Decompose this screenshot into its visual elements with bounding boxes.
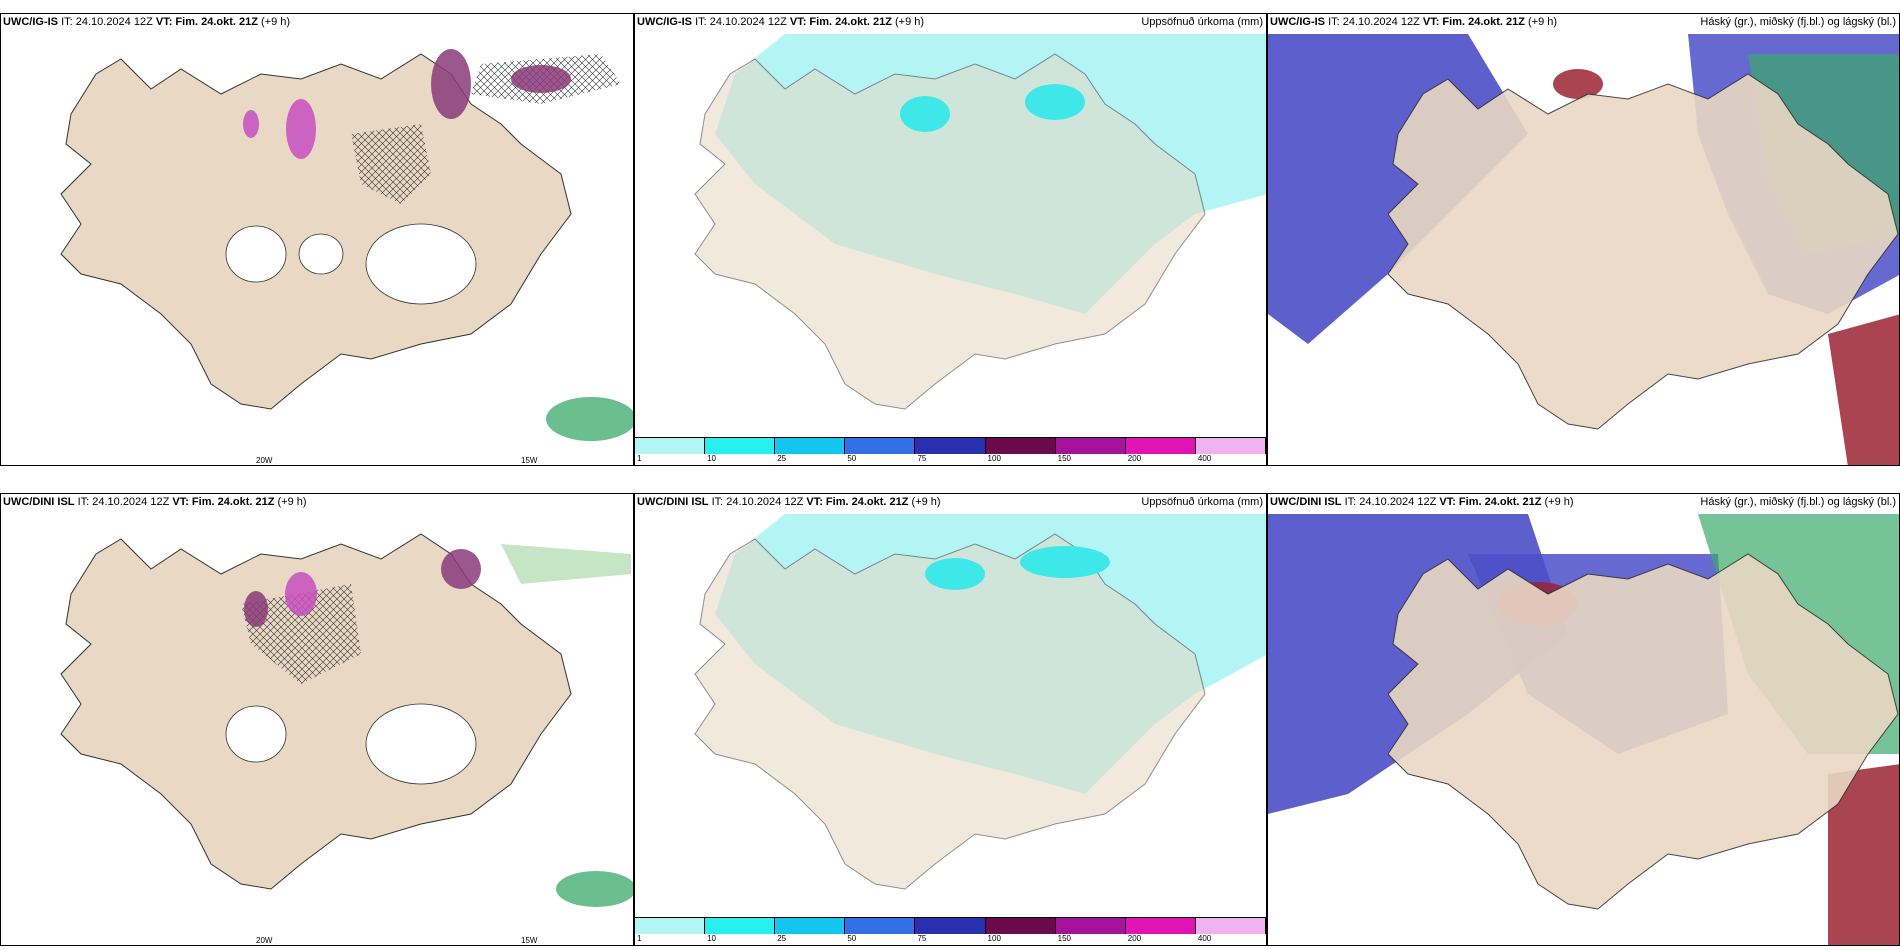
- panel-top-right: UWC/IG-IS IT: 24.10.2024 12Z VT: Fim. 24…: [1267, 13, 1900, 466]
- legend-swatch: [845, 438, 916, 454]
- lon-label-20w: 20W: [256, 936, 273, 945]
- panel-subtitle: Uppsöfnuð úrkoma (mm): [1141, 16, 1263, 28]
- panel-header: UWC/IG-IS IT: 24.10.2024 12Z VT: Fim. 24…: [637, 16, 925, 28]
- cloud-map: [1268, 34, 1899, 465]
- precip-map: [694, 34, 1266, 410]
- legend-tick-label: 10: [707, 454, 717, 463]
- lon-label-20w: 20W: [256, 456, 273, 465]
- legend-tick-label: 75: [917, 454, 927, 463]
- panel-subtitle: Uppsöfnuð úrkoma (mm): [1141, 496, 1263, 508]
- legend-tick-label: 25: [777, 454, 787, 463]
- legend-ticks: 1 10 25 50 75 100 150 200 400: [635, 454, 1266, 464]
- legend-swatch: [705, 438, 776, 454]
- legend-tick-label: 100: [987, 934, 1001, 943]
- legend-tick-label: 75: [917, 934, 927, 943]
- panel-top-middle: UWC/IG-IS IT: 24.10.2024 12Z VT: Fim. 24…: [634, 13, 1267, 466]
- legend-swatch: [985, 918, 1056, 934]
- legend-swatch: [1195, 438, 1266, 454]
- legend-tick-label: 25: [777, 934, 787, 943]
- legend-tick-label: 150: [1057, 454, 1072, 463]
- icing-wind-map: [60, 49, 633, 441]
- legend-tick-label: 400: [1197, 454, 1212, 463]
- legend-swatch: [1125, 438, 1196, 454]
- panel-header: UWC/DINI ISL IT: 24.10.2024 12Z VT: Fim.…: [1270, 496, 1574, 508]
- legend-tick-label: 50: [847, 934, 857, 943]
- panel-bottom-right: UWC/DINI ISL IT: 24.10.2024 12Z VT: Fim.…: [1267, 493, 1900, 946]
- legend-ticks: 1 10 25 50 75 100 150 200 400: [635, 934, 1266, 944]
- legend-swatch: [775, 438, 846, 454]
- legend-swatch: [1125, 918, 1196, 934]
- precip-map: [694, 514, 1266, 890]
- legend-swatch: [775, 918, 846, 934]
- panel-subtitle: Háský (gr.), miðský (fj.bl.) og lágský (…: [1700, 496, 1896, 508]
- panel-top-left: UWC/IG-IS IT: 24.10.2024 12Z VT: Fim. 24…: [0, 13, 634, 466]
- cloud-map: [1268, 514, 1899, 945]
- legend-bar: [635, 917, 1266, 934]
- precip-legend: 1 10 25 50 75 100 150 200 400: [635, 917, 1266, 945]
- legend-tick-label: 1: [637, 934, 642, 943]
- icing-wind-map: [60, 533, 633, 907]
- legend-tick-label: 150: [1057, 934, 1072, 943]
- legend-tick-label: 200: [1127, 934, 1142, 943]
- legend-swatch: [915, 438, 986, 454]
- legend-swatch: [635, 918, 706, 934]
- legend-swatch: [1055, 438, 1126, 454]
- legend-tick-label: 400: [1197, 934, 1212, 943]
- legend-swatch: [845, 918, 916, 934]
- panel-header: UWC/IG-IS IT: 24.10.2024 12Z VT: Fim. 24…: [1270, 16, 1558, 28]
- legend-swatch: [1055, 918, 1126, 934]
- panel-header: UWC/IG-IS IT: 24.10.2024 12Z VT: Fim. 24…: [3, 16, 291, 28]
- legend-tick-label: 50: [847, 454, 857, 463]
- legend-swatch: [1195, 918, 1266, 934]
- legend-swatch: [635, 438, 706, 454]
- legend-tick-label: 10: [707, 934, 717, 943]
- panel-bottom-middle: UWC/DINI ISL IT: 24.10.2024 12Z VT: Fim.…: [634, 493, 1267, 946]
- legend-tick-label: 100: [987, 454, 1001, 463]
- panel-header: UWC/DINI ISL IT: 24.10.2024 12Z VT: Fim.…: [3, 496, 307, 508]
- legend-tick-label: 200: [1127, 454, 1142, 463]
- panel-header: UWC/DINI ISL IT: 24.10.2024 12Z VT: Fim.…: [637, 496, 941, 508]
- lon-label-15w: 15W: [521, 936, 538, 945]
- panel-subtitle: Háský (gr.), miðský (fj.bl.) og lágský (…: [1700, 16, 1896, 28]
- legend-swatch: [985, 438, 1056, 454]
- legend-swatch: [705, 918, 776, 934]
- legend-tick-label: 1: [637, 454, 642, 463]
- panel-bottom-left: UWC/DINI ISL IT: 24.10.2024 12Z VT: Fim.…: [0, 493, 634, 946]
- legend-swatch: [915, 918, 986, 934]
- lon-label-15w: 15W: [521, 456, 538, 465]
- precip-legend: 1 10 25 50 75 100 150 200 400: [635, 437, 1266, 465]
- legend-bar: [635, 437, 1266, 454]
